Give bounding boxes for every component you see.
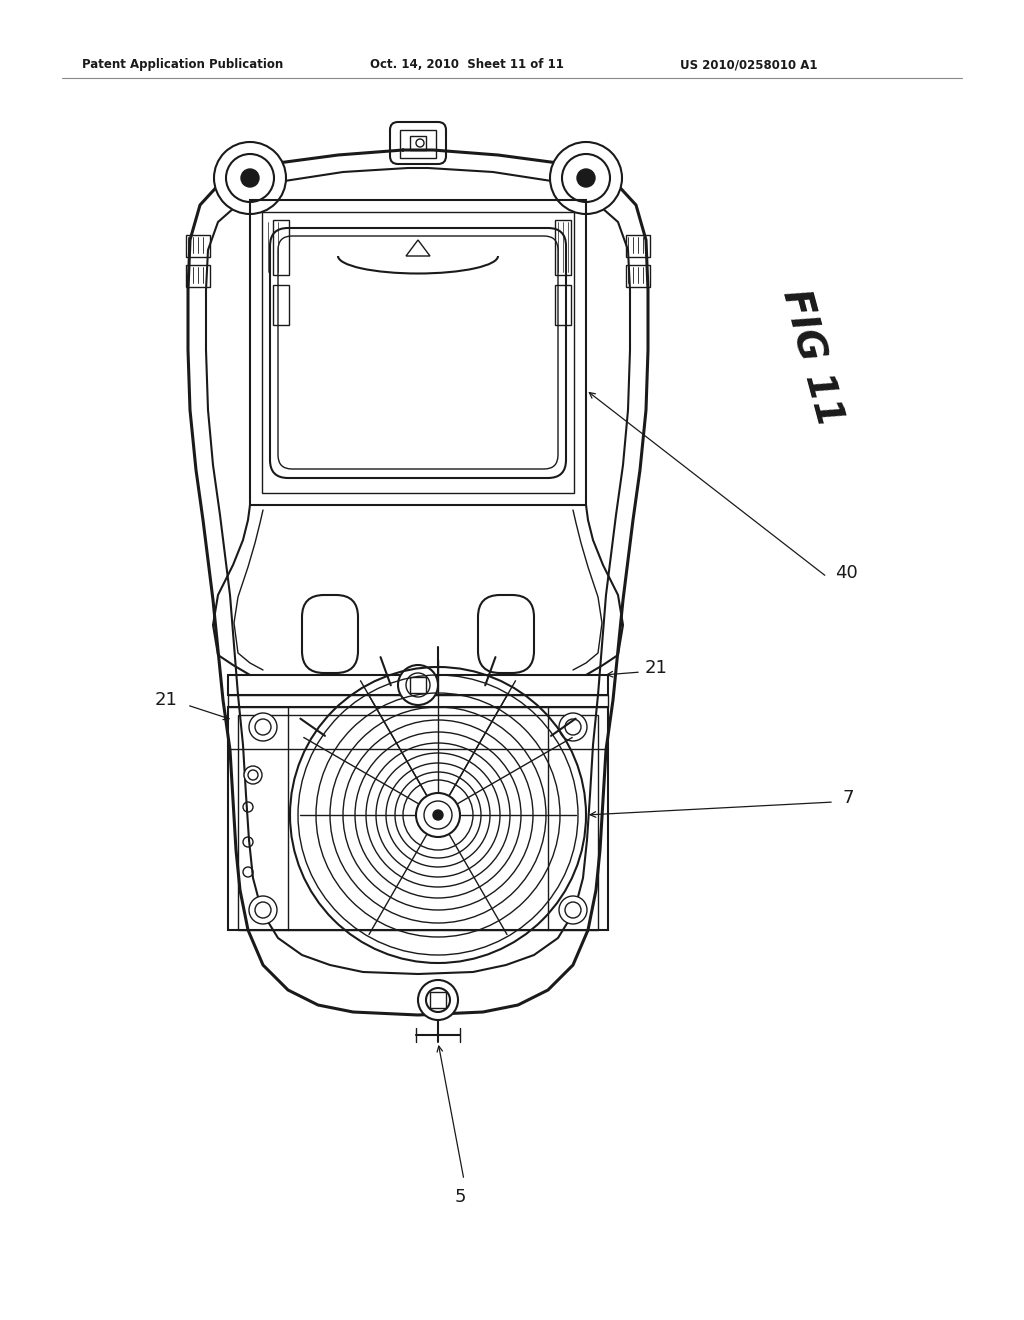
Bar bbox=[626, 235, 650, 257]
Text: 40: 40 bbox=[835, 564, 858, 582]
Bar bbox=[228, 708, 608, 931]
Bar bbox=[262, 213, 574, 492]
Bar bbox=[626, 265, 650, 286]
Circle shape bbox=[550, 143, 622, 214]
Bar bbox=[555, 285, 571, 325]
Bar bbox=[186, 265, 210, 286]
Bar bbox=[410, 677, 426, 693]
Bar bbox=[238, 715, 598, 931]
Circle shape bbox=[249, 896, 278, 924]
Circle shape bbox=[214, 143, 286, 214]
Bar bbox=[250, 201, 586, 506]
Circle shape bbox=[249, 713, 278, 741]
Circle shape bbox=[416, 793, 460, 837]
Bar bbox=[273, 220, 289, 275]
Circle shape bbox=[433, 810, 443, 820]
Circle shape bbox=[559, 896, 587, 924]
Bar bbox=[555, 220, 571, 275]
Bar bbox=[228, 696, 608, 708]
Circle shape bbox=[418, 979, 458, 1020]
Text: Oct. 14, 2010  Sheet 11 of 11: Oct. 14, 2010 Sheet 11 of 11 bbox=[370, 58, 564, 71]
Bar bbox=[186, 235, 210, 257]
Text: Patent Application Publication: Patent Application Publication bbox=[82, 58, 284, 71]
Circle shape bbox=[577, 169, 595, 187]
Circle shape bbox=[559, 713, 587, 741]
Text: US 2010/0258010 A1: US 2010/0258010 A1 bbox=[680, 58, 817, 71]
Text: 21: 21 bbox=[645, 659, 668, 677]
Bar bbox=[410, 136, 426, 150]
Circle shape bbox=[241, 169, 259, 187]
Text: 21: 21 bbox=[155, 690, 178, 709]
Bar bbox=[228, 675, 608, 696]
Bar bbox=[273, 285, 289, 325]
Text: 7: 7 bbox=[842, 789, 853, 807]
Circle shape bbox=[398, 665, 438, 705]
Text: FIG 11: FIG 11 bbox=[775, 285, 848, 430]
Bar bbox=[400, 129, 436, 158]
Bar bbox=[430, 993, 446, 1008]
Text: 5: 5 bbox=[455, 1188, 466, 1206]
Circle shape bbox=[244, 766, 262, 784]
